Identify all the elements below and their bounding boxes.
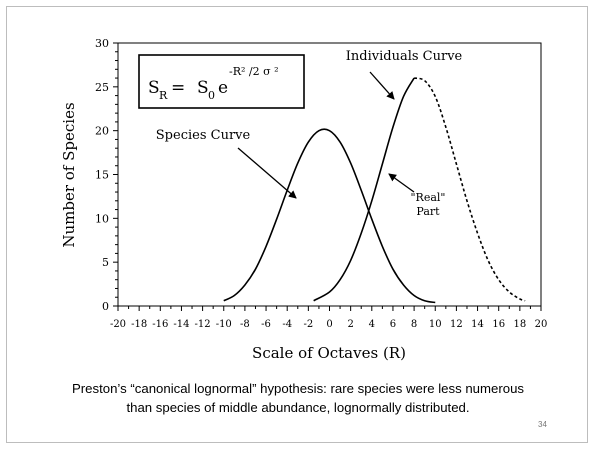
series-line-1 bbox=[313, 77, 415, 302]
y-tick-label: 0 bbox=[102, 300, 109, 313]
series-line-0 bbox=[223, 128, 436, 304]
real-part-arrow bbox=[388, 173, 415, 193]
x-tick-label: 4 bbox=[369, 319, 375, 330]
real-part-label-line2: Part bbox=[416, 205, 440, 218]
x-tick-label: -18 bbox=[131, 319, 147, 330]
individuals-curve-label: Individuals Curve bbox=[346, 49, 463, 64]
species-curve-label: Species Curve bbox=[156, 128, 251, 143]
y-axis-label: Number of Species bbox=[60, 102, 78, 247]
caption-line-2: than species of middle abundance, lognor… bbox=[126, 400, 470, 415]
x-tick-label: 10 bbox=[429, 319, 442, 330]
caption: Preston’s “canonical lognormal” hypothes… bbox=[10, 379, 586, 417]
x-tick-label: -8 bbox=[240, 319, 250, 330]
x-tick-label: -16 bbox=[152, 319, 168, 330]
formula-lhs-sub: R bbox=[159, 89, 168, 102]
formula-base: e bbox=[218, 78, 228, 98]
y-tick-label: 25 bbox=[95, 81, 109, 94]
x-tick-label: -12 bbox=[195, 319, 211, 330]
series-line-2 bbox=[413, 77, 526, 302]
x-tick-label: -2 bbox=[303, 319, 313, 330]
slide-number: 34 bbox=[538, 420, 547, 429]
x-tick-label: 6 bbox=[390, 319, 396, 330]
x-tick-label: 18 bbox=[513, 319, 526, 330]
x-tick-label: 2 bbox=[347, 319, 353, 330]
formula-rhs: S bbox=[197, 78, 209, 98]
axis-ticks: -20 -18 -16 -14 -12 -10 -8 -6 -4 -2 0 2 4 6 8 10 12 14 16 1… bbox=[95, 37, 547, 330]
slide-border bbox=[6, 6, 588, 443]
series-layer bbox=[223, 77, 526, 304]
species-curve-arrow bbox=[237, 147, 297, 199]
real-part-label-line1: "Real" bbox=[411, 191, 446, 204]
x-tick-label: -10 bbox=[216, 319, 232, 330]
x-tick-label: -14 bbox=[173, 319, 189, 330]
formula-lhs: S bbox=[148, 78, 160, 98]
x-tick-label: -4 bbox=[282, 319, 292, 330]
individuals-curve-arrow bbox=[369, 71, 395, 100]
formula-box: S R = S 0 e -R² /2 σ ² bbox=[138, 54, 305, 109]
x-tick-label: 8 bbox=[411, 319, 417, 330]
y-tick-label: 5 bbox=[102, 256, 109, 269]
x-tick-label: 20 bbox=[535, 319, 548, 330]
formula-exponent: -R² /2 σ ² bbox=[229, 65, 279, 78]
x-axis-label: Scale of Octaves (R) bbox=[252, 344, 406, 362]
x-tick-label: 16 bbox=[492, 319, 505, 330]
y-tick-label: 20 bbox=[95, 125, 109, 138]
y-tick-label: 15 bbox=[95, 169, 109, 182]
formula-rhs-sub: 0 bbox=[208, 89, 215, 102]
x-tick-label: -20 bbox=[110, 319, 126, 330]
formula-equals: = bbox=[171, 78, 185, 98]
caption-line-1: Preston’s “canonical lognormal” hypothes… bbox=[71, 381, 524, 396]
y-tick-label: 30 bbox=[95, 37, 109, 50]
x-tick-label: -6 bbox=[261, 319, 271, 330]
formula-frame bbox=[138, 54, 305, 109]
y-tick-label: 10 bbox=[95, 212, 109, 225]
x-tick-label: 0 bbox=[326, 319, 332, 330]
x-tick-label: 12 bbox=[450, 319, 463, 330]
x-tick-label: 14 bbox=[471, 319, 484, 330]
